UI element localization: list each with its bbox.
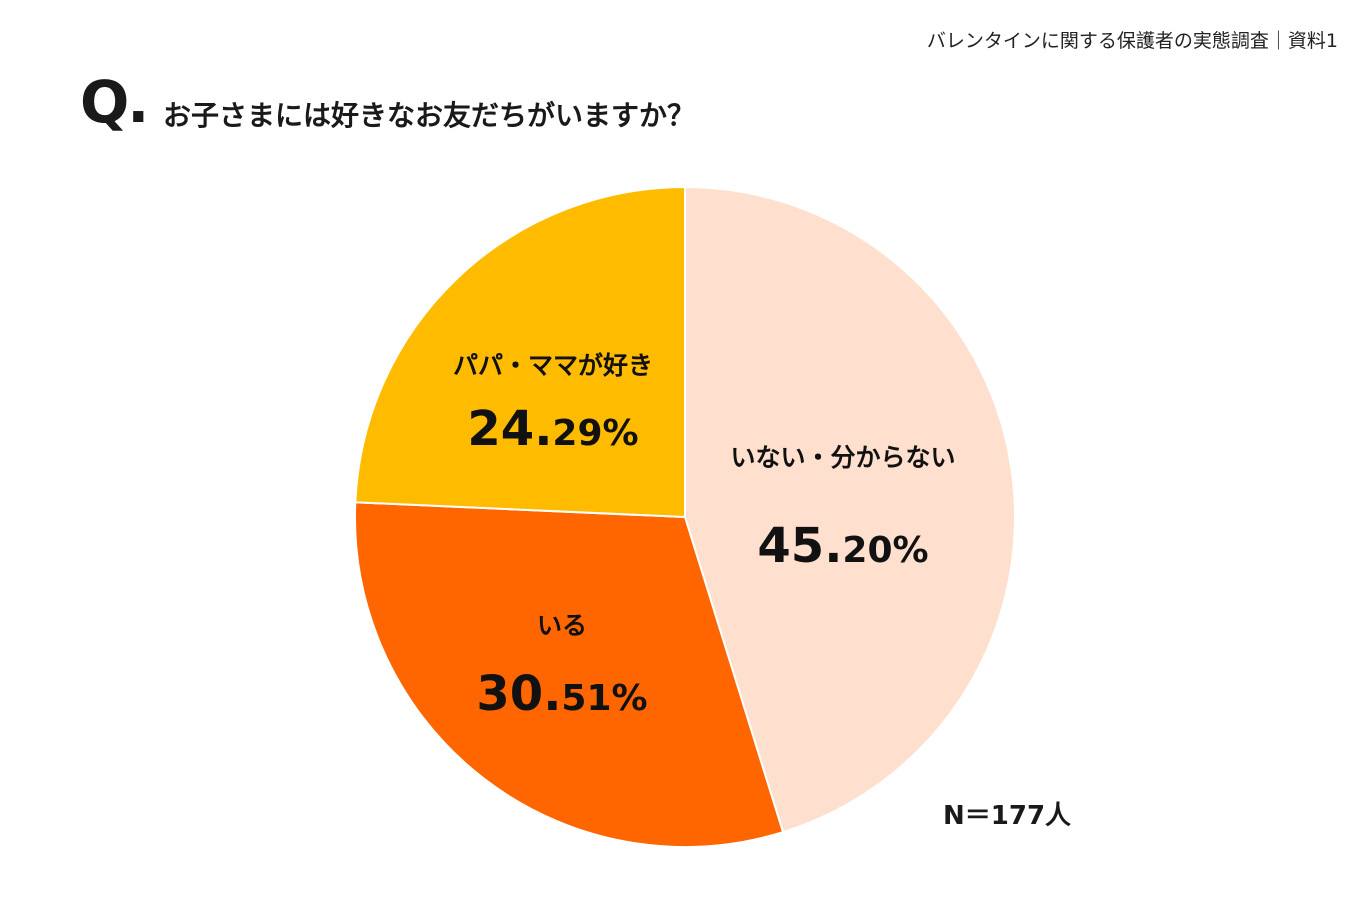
slice-value-label: 24.29% [467,401,638,457]
pie-slice [354,185,686,519]
question-prefix: Q. [80,68,149,136]
slice-label: いない・分からない [730,443,955,472]
slice-value-label: 30.51% [476,666,647,722]
slice-value-label: 45.20% [757,518,928,574]
pie-slice [684,185,1016,834]
source-caption: バレンタインに関する保護者の実態調査｜資料1 [926,30,1338,52]
slice-label: いる [537,611,587,640]
chart-title: お子さまには好きなお友だちがいますか？ [163,99,696,132]
slice-label: パパ・ママが好き [453,351,653,380]
pie-slice [354,501,785,848]
sample-size: N＝177人 [943,801,1072,831]
